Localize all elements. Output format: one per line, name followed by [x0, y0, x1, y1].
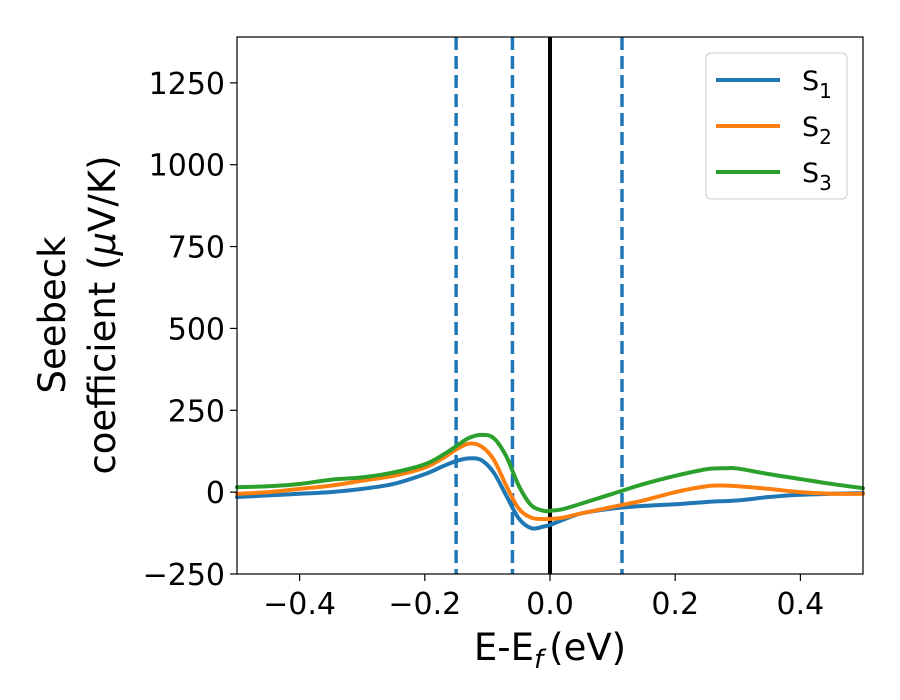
- series-line-s1: [235, 456, 865, 531]
- y-axis-title-mu: μ: [81, 232, 124, 257]
- legend-label-s2: S2: [802, 112, 832, 149]
- y-tick-label: 0: [206, 476, 225, 511]
- y-tick-label: 500: [168, 312, 225, 347]
- y-axis-ticks: −250 0 250 500 750 1000 1250: [143, 67, 237, 593]
- legend-label-main: S: [802, 158, 819, 189]
- legend-label-main: S: [802, 66, 819, 97]
- legend-label-s1: S1: [802, 66, 832, 103]
- legend-label-sub: 1: [819, 79, 832, 103]
- x-tick-label: 0.0: [526, 587, 574, 622]
- legend-label-s3: S3: [802, 158, 832, 195]
- x-axis-title-unit: (eV): [549, 626, 626, 669]
- y-tick-label: 1000: [149, 149, 225, 184]
- legend-label-main: S: [802, 112, 819, 143]
- x-axis-title-main: E-E: [474, 626, 534, 669]
- reference-lines: [454, 37, 624, 574]
- y-tick-label: 250: [168, 394, 225, 429]
- y-tick-label: 750: [168, 231, 225, 266]
- x-axis-title-sub: f: [534, 645, 547, 675]
- y-tick-label: 1250: [149, 67, 225, 102]
- x-tick-label: 0.4: [777, 587, 825, 622]
- series-lines: [235, 432, 865, 531]
- y-axis-title-line2-a: coefficient (: [81, 255, 124, 474]
- x-axis-ticks: −0.4 −0.2 0.0 0.2 0.4: [263, 574, 824, 622]
- y-axis-title-line2-b: V/K): [81, 155, 124, 231]
- legend-label-sub: 3: [819, 171, 832, 195]
- y-axis-title: Seebeck coefficient (μV/K): [31, 155, 124, 474]
- y-tick-label: −250: [143, 558, 225, 593]
- series-line-s2: [235, 441, 865, 522]
- x-tick-label: −0.2: [388, 587, 461, 622]
- series-line-s3: [235, 432, 865, 514]
- y-axis-title-line2: coefficient (μV/K): [81, 155, 124, 474]
- legend-label-sub: 2: [819, 125, 832, 149]
- x-tick-label: 0.2: [651, 587, 699, 622]
- y-axis-title-line1: Seebeck: [31, 236, 74, 394]
- x-axis-title: E-Ef (eV): [474, 626, 626, 675]
- x-tick-label: −0.4: [263, 587, 336, 622]
